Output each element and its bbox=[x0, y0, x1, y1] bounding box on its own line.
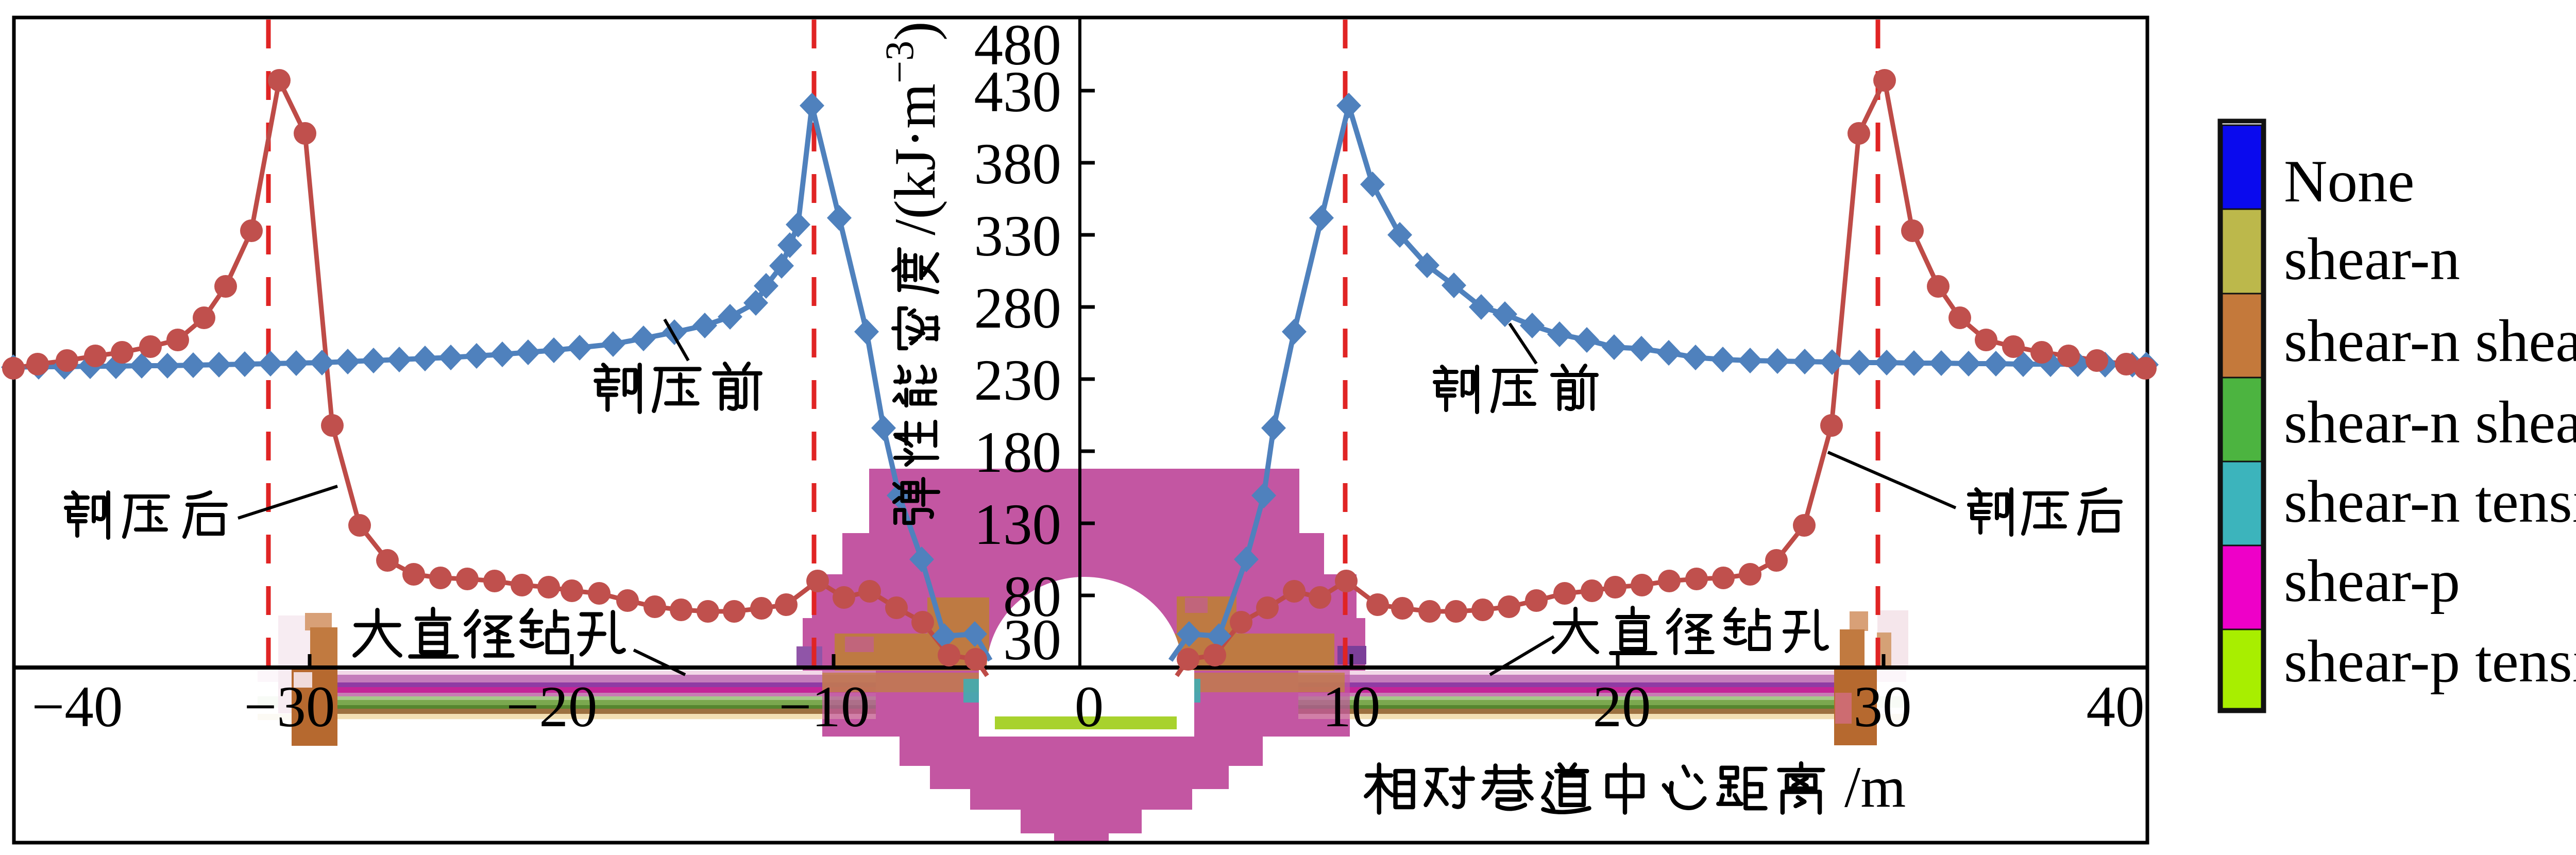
svg-text:230: 230 bbox=[974, 348, 1062, 413]
svg-text:280: 280 bbox=[974, 276, 1062, 340]
svg-text:130: 130 bbox=[974, 492, 1062, 557]
svg-text:None: None bbox=[2284, 148, 2414, 215]
svg-text:shear-n shear-p: shear-n shear-p bbox=[2284, 308, 2576, 374]
svg-text:10: 10 bbox=[1323, 675, 1381, 739]
svg-text:shear-n shear-p tension-p: shear-n shear-p tension-p bbox=[2284, 389, 2576, 456]
svg-text:20: 20 bbox=[1593, 675, 1651, 739]
svg-text:180: 180 bbox=[974, 420, 1062, 485]
svg-text:shear-n tension-n shear-p tens: shear-n tension-n shear-p tension-p bbox=[2284, 469, 2576, 535]
svg-text:380: 380 bbox=[974, 132, 1062, 196]
svg-text:80: 80 bbox=[1003, 565, 1061, 629]
svg-text:40: 40 bbox=[2087, 675, 2145, 739]
svg-text:30: 30 bbox=[1854, 675, 1912, 739]
svg-text:shear-n: shear-n bbox=[2284, 226, 2460, 293]
svg-text:/m: /m bbox=[1844, 755, 1906, 819]
svg-text:0: 0 bbox=[1075, 675, 1104, 739]
svg-text:330: 330 bbox=[974, 204, 1062, 268]
svg-text:430: 430 bbox=[974, 60, 1062, 124]
svg-text:−30: −30 bbox=[244, 675, 335, 739]
svg-text:−40: −40 bbox=[32, 675, 123, 739]
svg-text:shear-p: shear-p bbox=[2284, 548, 2460, 614]
svg-text:−20: −20 bbox=[506, 675, 598, 739]
svg-text:−10: −10 bbox=[779, 675, 870, 739]
svg-text:30: 30 bbox=[1003, 608, 1061, 672]
svg-text:shear-p tension-p: shear-p tension-p bbox=[2284, 628, 2576, 695]
svg-text:480: 480 bbox=[974, 13, 1062, 77]
